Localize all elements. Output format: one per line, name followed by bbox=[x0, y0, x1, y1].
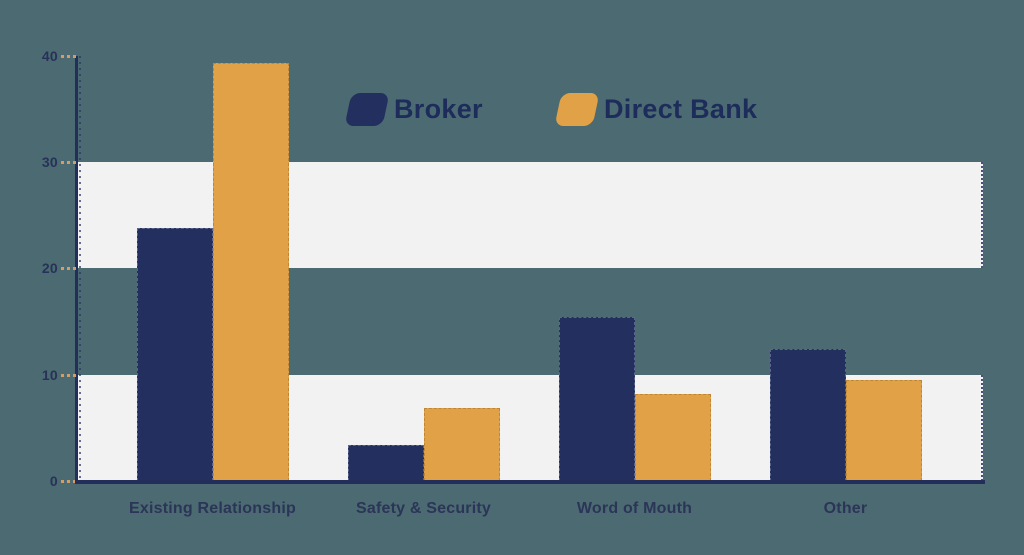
y-tick-mark-40 bbox=[61, 54, 76, 58]
direct-bank-legend-swatch bbox=[554, 92, 600, 126]
x-axis-label-safety-security: Safety & Security bbox=[355, 500, 491, 517]
broker-legend-label: Broker bbox=[394, 93, 483, 124]
x-axis-line bbox=[75, 480, 985, 484]
bar-direct-bank-existing-relationship bbox=[212, 63, 289, 481]
y-tick-mark-10 bbox=[61, 373, 76, 377]
y-tick-mark-0 bbox=[61, 480, 76, 483]
bar-direct-bank-word-of-mouth bbox=[634, 393, 711, 481]
bar-broker-existing-relationship bbox=[136, 228, 213, 481]
bar-broker-other bbox=[769, 349, 846, 481]
legend-item-broker: Broker bbox=[344, 92, 483, 126]
x-axis-label-word-of-mouth: Word of Mouth bbox=[576, 500, 693, 517]
y-tick-label-30: 30 bbox=[41, 154, 58, 171]
direct-bank-legend-label: Direct Bank bbox=[604, 93, 758, 124]
broker-legend-swatch bbox=[344, 92, 390, 126]
y-tick-label-10: 10 bbox=[41, 366, 58, 383]
legend-item-direct-bank: Direct Bank bbox=[554, 92, 758, 126]
y-tick-label-40: 40 bbox=[41, 47, 58, 64]
bar-direct-bank-safety-security bbox=[423, 407, 500, 481]
y-axis-minor-ticks bbox=[79, 56, 81, 482]
y-tick-mark-30 bbox=[61, 161, 76, 165]
x-axis-label-existing-relationship: Existing Relationship bbox=[129, 500, 296, 517]
y-axis-line bbox=[75, 56, 78, 484]
x-axis-label-other: Other bbox=[823, 500, 868, 517]
y-tick-label-20: 20 bbox=[41, 260, 58, 277]
y-tick-mark-20 bbox=[61, 267, 76, 271]
bar-broker-safety-security bbox=[347, 444, 424, 481]
bar-direct-bank-other bbox=[845, 380, 922, 481]
bar-broker-word-of-mouth bbox=[558, 317, 635, 481]
y-tick-label-0: 0 bbox=[49, 473, 58, 489]
